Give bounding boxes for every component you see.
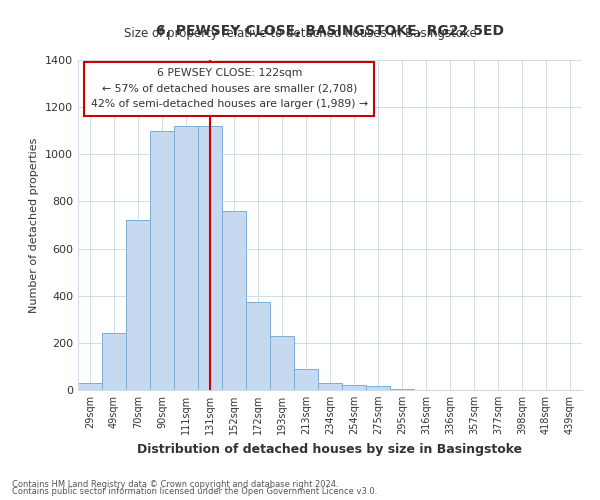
Bar	[366, 386, 390, 390]
Bar	[198, 126, 222, 390]
Y-axis label: Number of detached properties: Number of detached properties	[29, 138, 40, 312]
Text: Contains public sector information licensed under the Open Government Licence v3: Contains public sector information licen…	[12, 487, 377, 496]
Bar	[246, 302, 270, 390]
Bar	[78, 383, 102, 390]
Title: 6, PEWSEY CLOSE, BASINGSTOKE, RG22 5ED: 6, PEWSEY CLOSE, BASINGSTOKE, RG22 5ED	[156, 24, 504, 38]
Bar	[174, 126, 198, 390]
Text: Contains HM Land Registry data © Crown copyright and database right 2024.: Contains HM Land Registry data © Crown c…	[12, 480, 338, 489]
Bar	[342, 386, 366, 390]
Text: 6 PEWSEY CLOSE: 122sqm
← 57% of detached houses are smaller (2,708)
42% of semi-: 6 PEWSEY CLOSE: 122sqm ← 57% of detached…	[91, 68, 368, 110]
Bar	[270, 336, 294, 390]
Bar	[294, 369, 318, 390]
X-axis label: Distribution of detached houses by size in Basingstoke: Distribution of detached houses by size …	[137, 442, 523, 456]
Bar	[318, 383, 342, 390]
Bar	[150, 130, 174, 390]
Bar	[102, 334, 126, 390]
Bar	[126, 220, 150, 390]
Bar	[222, 211, 246, 390]
Text: Size of property relative to detached houses in Basingstoke: Size of property relative to detached ho…	[124, 28, 476, 40]
Bar	[390, 389, 414, 390]
